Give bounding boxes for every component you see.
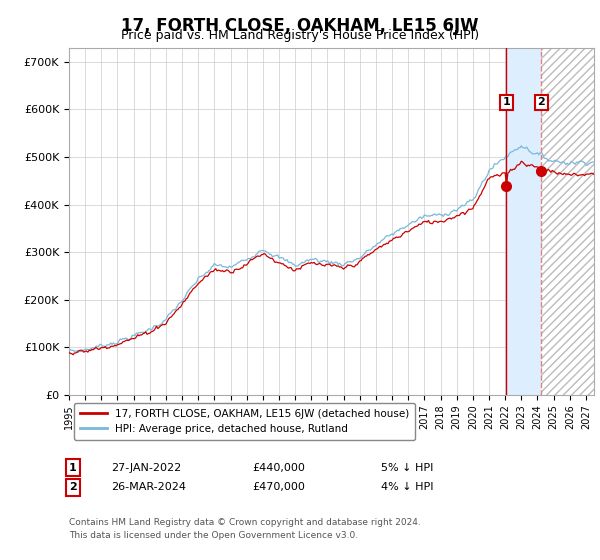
Text: 1: 1 <box>69 463 77 473</box>
Text: 27-JAN-2022: 27-JAN-2022 <box>111 463 181 473</box>
Text: 26-MAR-2024: 26-MAR-2024 <box>111 482 186 492</box>
Text: 5% ↓ HPI: 5% ↓ HPI <box>381 463 433 473</box>
Text: 2: 2 <box>538 97 545 108</box>
Bar <box>506 48 541 395</box>
Text: Contains HM Land Registry data © Crown copyright and database right 2024.
This d: Contains HM Land Registry data © Crown c… <box>69 519 421 540</box>
Text: £440,000: £440,000 <box>252 463 305 473</box>
Text: 17, FORTH CLOSE, OAKHAM, LE15 6JW: 17, FORTH CLOSE, OAKHAM, LE15 6JW <box>121 17 479 35</box>
Legend: 17, FORTH CLOSE, OAKHAM, LE15 6JW (detached house), HPI: Average price, detached: 17, FORTH CLOSE, OAKHAM, LE15 6JW (detac… <box>74 403 415 440</box>
Bar <box>541 48 594 395</box>
Text: 4% ↓ HPI: 4% ↓ HPI <box>381 482 433 492</box>
Text: 2: 2 <box>69 482 77 492</box>
Text: £470,000: £470,000 <box>252 482 305 492</box>
Text: 1: 1 <box>502 97 510 108</box>
Text: Price paid vs. HM Land Registry's House Price Index (HPI): Price paid vs. HM Land Registry's House … <box>121 29 479 42</box>
